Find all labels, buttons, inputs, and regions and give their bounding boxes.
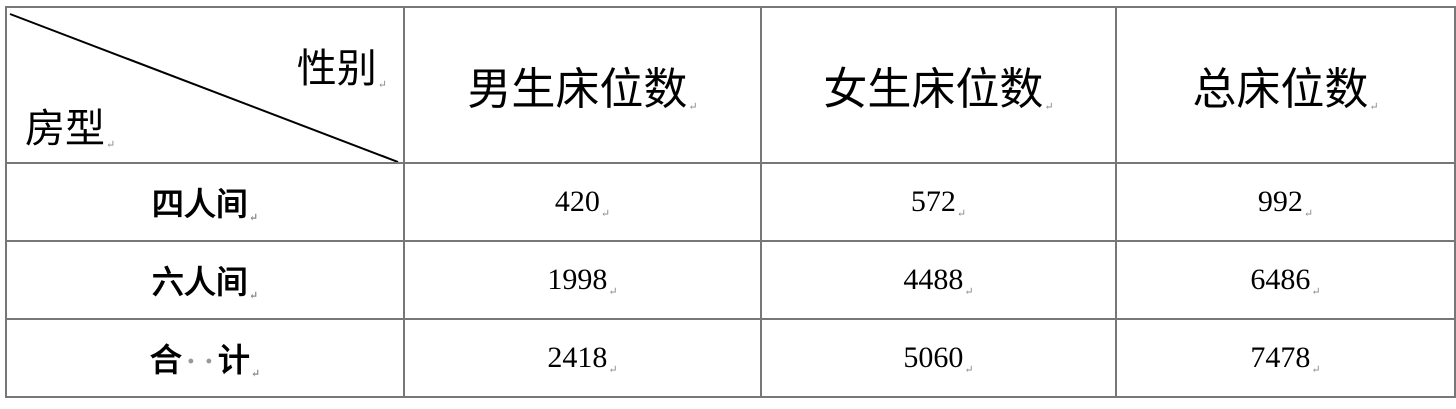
cell-value: 7478↵	[1115, 318, 1456, 398]
space-mark: ·	[185, 345, 196, 378]
cell-value: 5060↵	[760, 318, 1117, 398]
space-mark: ·	[203, 345, 214, 378]
header-row: 性别↵ 房型↵ 男生床位数↵ 女生床位数↵ 总床位数↵	[5, 6, 1456, 164]
cell-value: 6486↵	[1115, 240, 1456, 320]
cell-value: 572↵	[760, 162, 1117, 242]
column-header-female-beds: 女生床位数↵	[760, 6, 1117, 164]
gender-label: 性别↵	[296, 46, 387, 91]
row-label: 六人间↵	[5, 240, 405, 320]
bed-count-table: 性别↵ 房型↵ 男生床位数↵ 女生床位数↵ 总床位数↵ 四人间↵ 420↵ 57…	[5, 6, 1456, 398]
room-type-label: 房型↵	[25, 106, 116, 151]
row-label: 四人间↵	[5, 162, 405, 242]
cell-value: 992↵	[1115, 162, 1456, 242]
diagonal-header-cell: 性别↵ 房型↵	[5, 6, 405, 164]
table-row: 六人间↵ 1998↵ 4488↵ 6486↵	[5, 240, 1456, 320]
total-row: 合 · · 计↵ 2418↵ 5060↵ 7478↵	[5, 318, 1456, 398]
table-row: 四人间↵ 420↵ 572↵ 992↵	[5, 162, 1456, 242]
cell-value: 2418↵	[403, 318, 762, 398]
diagonal-divider	[9, 13, 399, 162]
column-header-male-beds: 男生床位数↵	[403, 6, 762, 164]
cell-value: 420↵	[403, 162, 762, 242]
cell-value: 1998↵	[403, 240, 762, 320]
cell-value: 4488↵	[760, 240, 1117, 320]
row-label: 合 · · 计↵	[5, 318, 405, 398]
column-header-total-beds: 总床位数↵	[1115, 6, 1456, 164]
